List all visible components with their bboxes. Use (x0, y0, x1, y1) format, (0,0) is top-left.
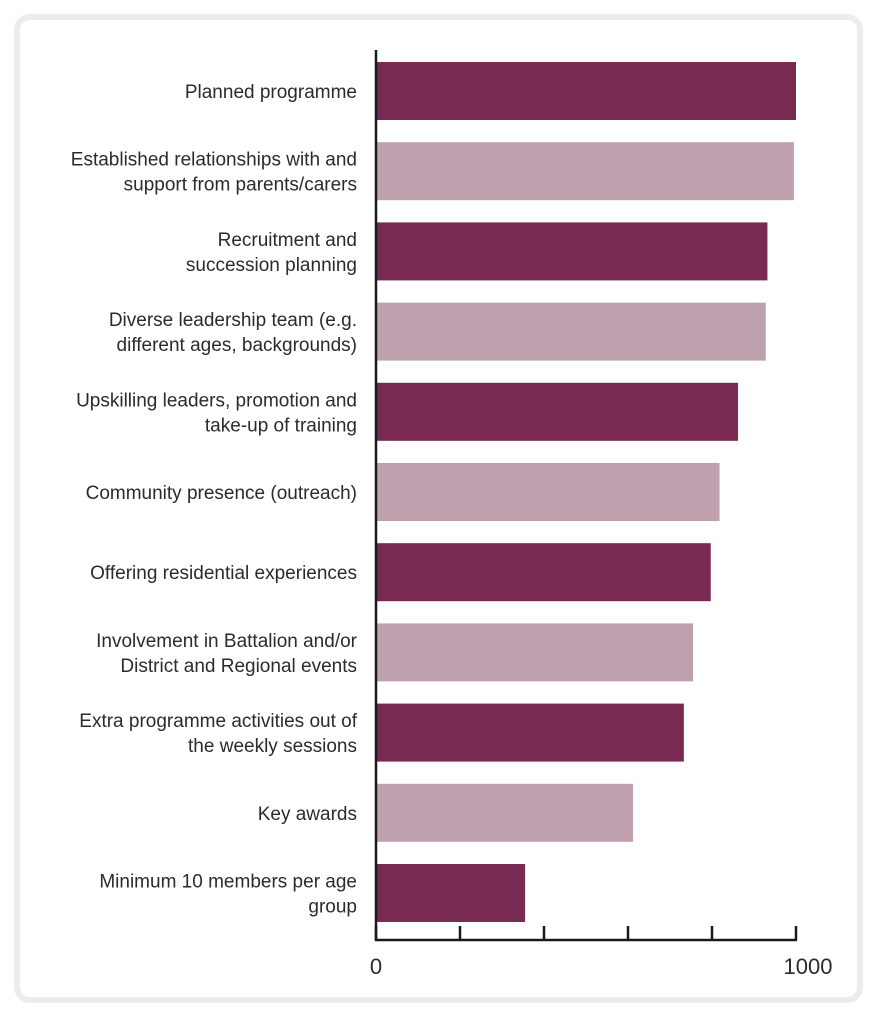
bar (376, 62, 796, 120)
bar (376, 783, 634, 842)
category-label-line: different ages, backgrounds) (117, 335, 357, 356)
category-label: Extra programme activities out of the wee… (79, 711, 357, 757)
category-label-line: Involvement in Battalion and/or (96, 631, 358, 652)
category-label: Offering residential experiences (90, 563, 357, 584)
category-label-line: Planned programme (185, 82, 357, 103)
category-label-line: Established relationships with and (71, 150, 357, 171)
bar (376, 382, 739, 441)
category-label-line: Upskilling leaders, promotion and (76, 390, 357, 411)
category-label-line: District and Regional events (120, 656, 357, 677)
bar (376, 302, 766, 361)
category-label-line: Community presence (outreach) (86, 483, 357, 504)
category-label-line: succession planning (186, 255, 357, 276)
category-label: Diverse leadership team (e.g. different a… (109, 310, 357, 356)
bar (376, 142, 794, 201)
category-label-line: the weekly sessions (188, 736, 357, 757)
category-label-line: Extra programme activities out of (79, 711, 357, 732)
category-labels-group: Planned programme Established relationshi… (71, 82, 358, 918)
bar (376, 543, 711, 602)
bar (376, 864, 526, 922)
category-label: Planned programme (185, 82, 357, 103)
bar (376, 703, 684, 762)
bar (376, 463, 720, 521)
category-label-line: support from parents/carers (124, 175, 357, 196)
bars-group (376, 62, 796, 922)
category-label-line: Minimum 10 members per age (99, 872, 357, 893)
category-label-line: Diverse leadership team (e.g. (109, 310, 357, 331)
category-label-line: Key awards (258, 804, 357, 825)
bar (376, 623, 694, 682)
x-tick-label: 0 (370, 954, 382, 979)
category-label: Key awards (258, 804, 357, 825)
category-label-line: take-up of training (205, 415, 357, 436)
category-label: Recruitment and succession planning (186, 230, 357, 276)
category-label-line: Recruitment and (218, 230, 357, 251)
category-label: Community presence (outreach) (86, 483, 357, 504)
category-label: Established relationships with and suppor… (71, 150, 357, 196)
x-tick-label: 1000 (784, 954, 833, 979)
bar (376, 222, 768, 281)
category-label: Minimum 10 members per age group (99, 872, 357, 918)
category-label-line: group (308, 897, 357, 918)
category-label: Involvement in Battalion and/or District … (96, 631, 358, 677)
category-label-line: Offering residential experiences (90, 563, 357, 584)
category-label: Upskilling leaders, promotion and take-up… (76, 390, 357, 436)
axes-group: 0 1000 (370, 50, 833, 979)
